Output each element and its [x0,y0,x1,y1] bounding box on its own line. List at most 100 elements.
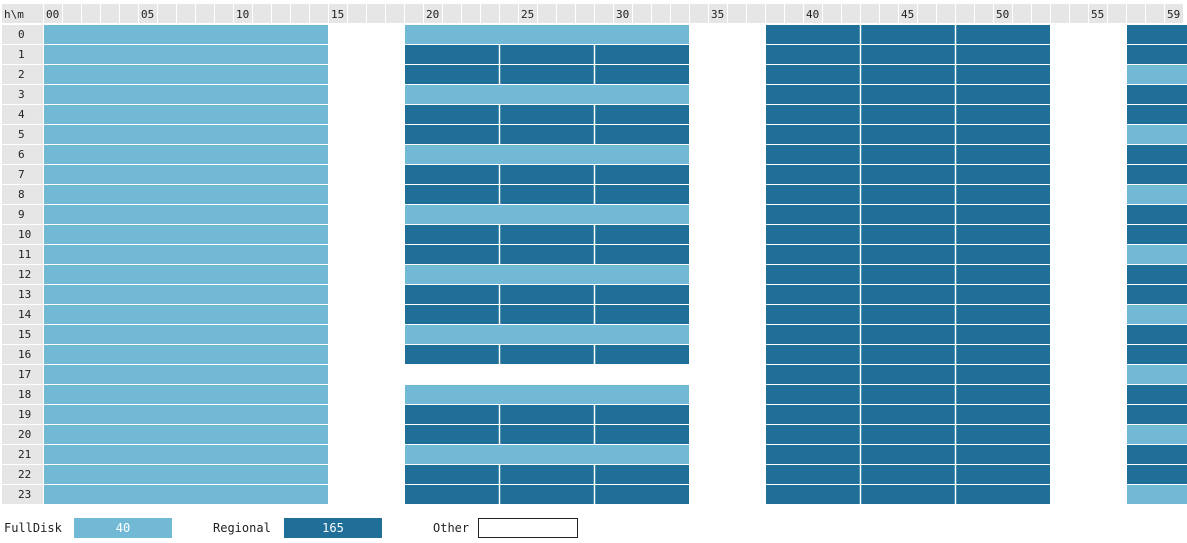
header-minute-cell [405,4,423,23]
fulldisk-slot [1127,65,1187,84]
header-minute-cell [994,4,1012,23]
header-minute-cell [690,4,708,23]
hour-cell [2,425,43,444]
fulldisk-slot [405,205,689,224]
header-minute-cell [481,4,499,23]
fulldisk-slot [44,345,328,364]
x-tick-label: 55 [1091,8,1104,21]
header-minute-cell [1146,4,1164,23]
hour-label: 7 [18,168,25,181]
header-minute-cell [899,4,917,23]
fulldisk-slot [1127,245,1187,264]
header-minute-cell [310,4,328,23]
header-minute-cell [329,4,347,23]
hour-cell [2,465,43,484]
fulldisk-slot [405,85,689,104]
hour-label: 22 [18,468,31,481]
header-minute-cell [291,4,309,23]
header-minute-cell [1032,4,1050,23]
header-minute-cell [766,4,784,23]
regional-slot [1127,445,1187,464]
regional-slot [766,25,1050,44]
x-tick-label: 15 [331,8,344,21]
fulldisk-slot [405,445,689,464]
header-minute-cell [1108,4,1126,23]
header-minute-cell [595,4,613,23]
hour-label: 5 [18,128,25,141]
regional-slot [405,225,689,244]
regional-slot [766,205,1050,224]
fulldisk-slot [44,245,328,264]
regional-slot [766,365,1050,384]
header-minute-cell [1051,4,1069,23]
header-minute-cell [139,4,157,23]
fulldisk-slot [405,265,689,284]
regional-slot [405,65,689,84]
hour-cell [2,285,43,304]
hour-cell [2,305,43,324]
header-minute-cell [367,4,385,23]
hour-cell [2,145,43,164]
fulldisk-slot [1127,365,1187,384]
fulldisk-slot [44,145,328,164]
regional-slot [766,145,1050,164]
header-minute-cell [823,4,841,23]
header-minute-cell [937,4,955,23]
regional-slot [1127,345,1187,364]
hour-cell [2,45,43,64]
hour-cell [2,65,43,84]
hour-label: 1 [18,48,25,61]
regional-slot [766,465,1050,484]
fulldisk-slot [44,365,328,384]
fulldisk-slot [44,105,328,124]
fulldisk-slot [44,185,328,204]
header-minute-cell [272,4,290,23]
hour-label: 0 [18,28,25,41]
regional-slot [405,465,689,484]
fulldisk-slot [44,405,328,424]
regional-slot [405,165,689,184]
header-minute-cell [63,4,81,23]
header-minute-cell [538,4,556,23]
hour-label: 17 [18,368,31,381]
fulldisk-slot [1127,305,1187,324]
hour-cell [2,365,43,384]
header-minute-cell [861,4,879,23]
hour-label: 16 [18,348,31,361]
fulldisk-slot [405,385,689,404]
header-minute-cell [1089,4,1107,23]
header-minute-cell [975,4,993,23]
fulldisk-slot [44,265,328,284]
hour-label: 12 [18,268,31,281]
regional-slot [766,245,1050,264]
regional-slot [405,485,689,504]
hour-cell [2,125,43,144]
header-minute-cell [709,4,727,23]
header-minute-cell [462,4,480,23]
fulldisk-slot [44,125,328,144]
regional-slot [766,185,1050,204]
legend-swatch-regional: 165 [284,518,382,538]
hour-label: 18 [18,388,31,401]
header-minute-cell [576,4,594,23]
hour-cell [2,265,43,284]
x-tick-label: 00 [46,8,59,21]
header-minute-cell [234,4,252,23]
regional-slot [1127,465,1187,484]
regional-slot [766,345,1050,364]
header-minute-cell [785,4,803,23]
regional-slot [766,85,1050,104]
header-minute-cell [880,4,898,23]
regional-slot [766,485,1050,504]
regional-slot [766,165,1050,184]
x-tick-label: 20 [426,8,439,21]
header-minute-cell [652,4,670,23]
regional-slot [405,185,689,204]
hour-label: 6 [18,148,25,161]
hour-label: 11 [18,248,31,261]
header-minute-cell [633,4,651,23]
hour-cell [2,165,43,184]
fulldisk-slot [44,485,328,504]
header-minute-cell [443,4,461,23]
regional-slot [1127,325,1187,344]
